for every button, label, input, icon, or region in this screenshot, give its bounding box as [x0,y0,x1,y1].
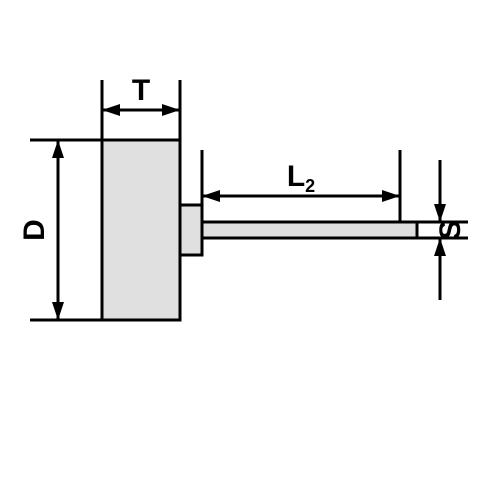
arrow-L2-left [202,190,220,202]
arrow-T-left [102,104,120,116]
label-D: D [18,219,51,241]
arrow-T-right [162,104,180,116]
technical-drawing: D T L2 S [0,0,500,500]
arrow-L2-right [382,190,400,202]
hub-body [180,205,202,255]
arrow-D-top [52,140,64,158]
disc-body [102,140,180,320]
label-T: T [132,74,150,107]
arrow-S-top [434,204,446,222]
label-L2: L2 [287,160,315,196]
shaft-body [202,222,417,238]
label-S: S [434,220,467,240]
arrow-D-bot [52,302,64,320]
